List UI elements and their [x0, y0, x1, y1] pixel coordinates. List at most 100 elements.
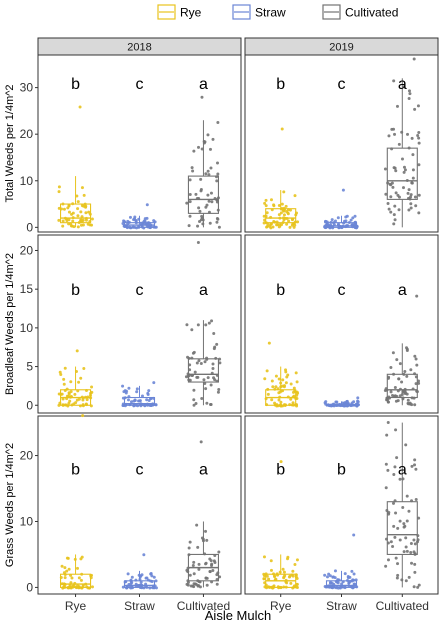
- data-point: [146, 391, 150, 395]
- data-point: [62, 571, 66, 575]
- data-point: [390, 147, 394, 151]
- data-point: [391, 544, 395, 548]
- data-point: [199, 440, 203, 444]
- data-point: [61, 224, 65, 228]
- legend-item-cultivated: Cultivated: [322, 4, 398, 20]
- data-point: [187, 546, 191, 550]
- data-point: [354, 578, 358, 582]
- data-point: [210, 200, 214, 204]
- data-point: [216, 161, 220, 165]
- data-point: [57, 218, 61, 222]
- data-point: [67, 204, 71, 208]
- data-point: [71, 202, 75, 206]
- data-point: [263, 581, 267, 585]
- data-point: [269, 568, 273, 572]
- data-point: [385, 433, 389, 437]
- data-point: [282, 576, 286, 580]
- data-point: [407, 208, 411, 212]
- data-point: [137, 573, 141, 577]
- data-point: [282, 585, 286, 589]
- data-point: [138, 399, 142, 403]
- x-tick-label: Cultivated: [177, 599, 230, 613]
- data-point: [67, 222, 71, 226]
- data-point: [284, 381, 288, 385]
- data-point: [387, 207, 391, 211]
- data-point: [325, 585, 329, 589]
- data-point: [69, 395, 73, 399]
- data-point: [71, 216, 75, 220]
- data-point: [203, 552, 207, 556]
- data-point: [205, 583, 209, 587]
- data-point: [135, 387, 139, 391]
- data-point: [208, 569, 212, 573]
- data-point: [333, 569, 337, 573]
- data-point: [414, 497, 418, 501]
- data-point: [197, 562, 201, 566]
- data-point: [276, 573, 280, 577]
- data-point: [205, 401, 209, 405]
- data-point: [63, 576, 67, 580]
- legend-label: Cultivated: [345, 6, 398, 20]
- data-point: [386, 558, 390, 562]
- data-point: [407, 89, 411, 93]
- data-point: [61, 202, 65, 206]
- data-point: [152, 381, 156, 385]
- data-point: [286, 557, 290, 561]
- data-point: [404, 536, 408, 540]
- data-point: [417, 193, 421, 197]
- data-point: [266, 222, 270, 226]
- data-point: [215, 198, 219, 202]
- data-point: [385, 388, 389, 392]
- data-point: [62, 382, 66, 386]
- data-point: [291, 401, 295, 405]
- data-point: [284, 204, 288, 208]
- data-point: [211, 137, 215, 141]
- data-point: [61, 403, 65, 407]
- data-point: [213, 345, 217, 349]
- data-point: [277, 398, 281, 402]
- data-point: [84, 211, 88, 215]
- data-point: [263, 201, 267, 205]
- data-point: [272, 572, 276, 576]
- data-point: [417, 379, 421, 383]
- data-point: [215, 582, 219, 586]
- data-point: [413, 403, 417, 407]
- data-point: [292, 394, 296, 398]
- data-point: [70, 224, 74, 228]
- data-point: [275, 220, 279, 224]
- data-point: [88, 393, 92, 397]
- data-point: [206, 376, 210, 380]
- data-point: [396, 526, 400, 530]
- legend: Rye Straw Cultivated: [157, 4, 398, 20]
- data-point: [393, 385, 397, 389]
- data-point: [150, 574, 154, 578]
- data-point: [262, 577, 266, 581]
- data-point: [410, 181, 414, 185]
- data-point: [77, 220, 81, 224]
- data-point: [265, 403, 269, 407]
- data-point: [410, 396, 414, 400]
- boxplot-rye: b: [57, 282, 94, 408]
- data-point: [328, 574, 332, 578]
- data-point: [200, 147, 204, 151]
- data-point: [90, 217, 94, 221]
- data-point: [273, 575, 277, 579]
- data-point: [59, 207, 63, 211]
- x-axis-label: Aisle Mulch: [205, 608, 271, 623]
- data-point: [265, 211, 269, 215]
- data-point: [206, 133, 210, 137]
- data-point: [394, 428, 398, 432]
- data-point: [58, 370, 62, 374]
- data-point: [288, 403, 292, 407]
- data-point: [402, 165, 406, 169]
- y-tick-label: 10: [20, 514, 34, 528]
- boxplot-rye: b: [57, 76, 94, 229]
- data-point: [387, 512, 391, 516]
- data-point: [195, 361, 199, 365]
- data-point: [147, 398, 151, 402]
- data-point: [385, 396, 389, 400]
- y-tick-label: 10: [20, 174, 34, 188]
- data-point: [336, 216, 340, 220]
- data-point: [199, 361, 203, 365]
